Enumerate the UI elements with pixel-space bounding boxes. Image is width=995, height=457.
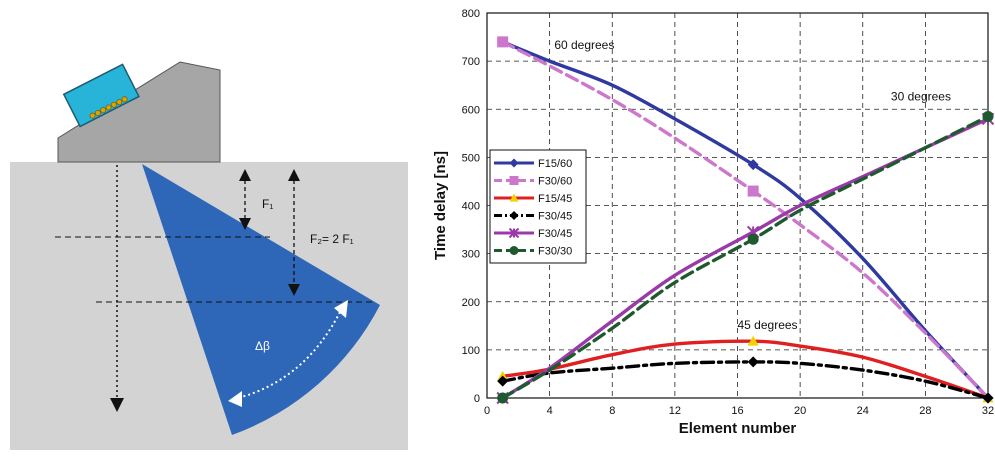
- y-tick-label: 700: [462, 56, 480, 68]
- chart-ticks: 0 4 8 12 16 20 24 28 32 0 100 200 300 400 500 600 700 800: [462, 8, 994, 417]
- series-marker: [747, 335, 759, 346]
- series-marker: [509, 176, 519, 185]
- series-4: [497, 356, 994, 404]
- f1-arrow-up: [239, 169, 251, 181]
- angular-span-arc: [237, 311, 341, 399]
- legend-entry: F30/60: [494, 176, 572, 188]
- y-tick-label: 600: [462, 104, 480, 116]
- chart-annotations: 60 degrees 30 degrees 45 degrees: [554, 38, 951, 332]
- y-tick-label: 100: [462, 345, 480, 357]
- angular-span-arrow-bottom: [228, 391, 242, 407]
- annotation-label: 30 degrees: [891, 90, 951, 104]
- series-marker: [509, 193, 519, 202]
- time-delay-chart: F15/60 F30/60 F15/45 F30/45 F30/45 F30/30 0 4 8…: [432, 8, 995, 437]
- x-axis-title: Element number: [679, 420, 797, 437]
- y-axis-title: Time delay [ns]: [432, 151, 449, 260]
- x-tick-label: 32: [982, 405, 994, 417]
- series-marker: [982, 110, 994, 122]
- series-marker: [982, 392, 994, 404]
- y-tick-label: 500: [462, 152, 480, 164]
- legend-entry: F30/45: [494, 227, 572, 240]
- f1-arrow-down: [239, 218, 251, 230]
- angular-span-arrow-top: [334, 300, 348, 318]
- wedge-beam-diagram: F₁ F₂= 2 F₁ Δβ: [10, 61, 408, 450]
- x-tick-label: 12: [669, 405, 681, 417]
- series-marker: [509, 246, 519, 255]
- legend-label: F15/45: [538, 193, 572, 205]
- chart-series: [496, 36, 995, 405]
- f2-arrow-down: [288, 284, 300, 296]
- annotation-label: 60 degrees: [554, 38, 614, 52]
- series-marker: [747, 233, 759, 245]
- series-marker: [509, 158, 519, 168]
- x-tick-label: 16: [731, 405, 743, 417]
- series-marker: [747, 185, 759, 197]
- legend-label: F30/45: [538, 211, 572, 223]
- vertical-axis-arrowhead: [110, 398, 124, 412]
- series-marker: [747, 356, 759, 368]
- legend-label: F30/45: [538, 228, 572, 240]
- y-tick-label: 800: [462, 8, 480, 20]
- f2-arrow-up: [288, 169, 300, 181]
- series-marker: [508, 227, 520, 239]
- legend-entry: F30/45: [494, 211, 572, 223]
- f1-label: F₁: [262, 197, 273, 211]
- x-tick-label: 0: [484, 405, 490, 417]
- series-marker: [497, 375, 509, 387]
- annotation-label: 45 degrees: [738, 318, 798, 332]
- legend-entry: F30/30: [494, 246, 572, 258]
- series-6: [497, 110, 994, 404]
- y-tick-label: 400: [462, 201, 480, 213]
- legend-label: F30/60: [538, 176, 572, 188]
- wedge: [57, 61, 221, 163]
- series-marker: [509, 211, 519, 220]
- transducer-probe: [62, 63, 140, 128]
- legend-entry: F15/60: [494, 158, 572, 170]
- x-tick-label: 24: [857, 405, 869, 417]
- legend-box: [489, 149, 587, 264]
- y-tick-label: 200: [462, 297, 480, 309]
- series-marker: [497, 392, 509, 404]
- y-tick-label: 300: [462, 249, 480, 261]
- series-marker: [747, 159, 759, 171]
- x-tick-label: 20: [794, 405, 806, 417]
- x-tick-label: 4: [547, 405, 553, 417]
- x-tick-label: 28: [919, 405, 931, 417]
- series-marker: [497, 36, 509, 48]
- f2-label: F₂= 2 F₁: [310, 232, 354, 246]
- chart-legend: F15/60 F30/60 F15/45 F30/45 F30/45 F30/30: [489, 149, 587, 264]
- legend-label: F30/30: [538, 246, 572, 258]
- y-tick-label: 0: [474, 393, 480, 405]
- ultrasonic-beam-sector: [142, 164, 380, 435]
- delta-beta-label: Δβ: [255, 339, 270, 353]
- legend-entry: F15/45: [494, 193, 572, 205]
- x-tick-label: 8: [609, 405, 615, 417]
- series-2: [497, 36, 990, 400]
- legend-label: F15/60: [538, 158, 572, 170]
